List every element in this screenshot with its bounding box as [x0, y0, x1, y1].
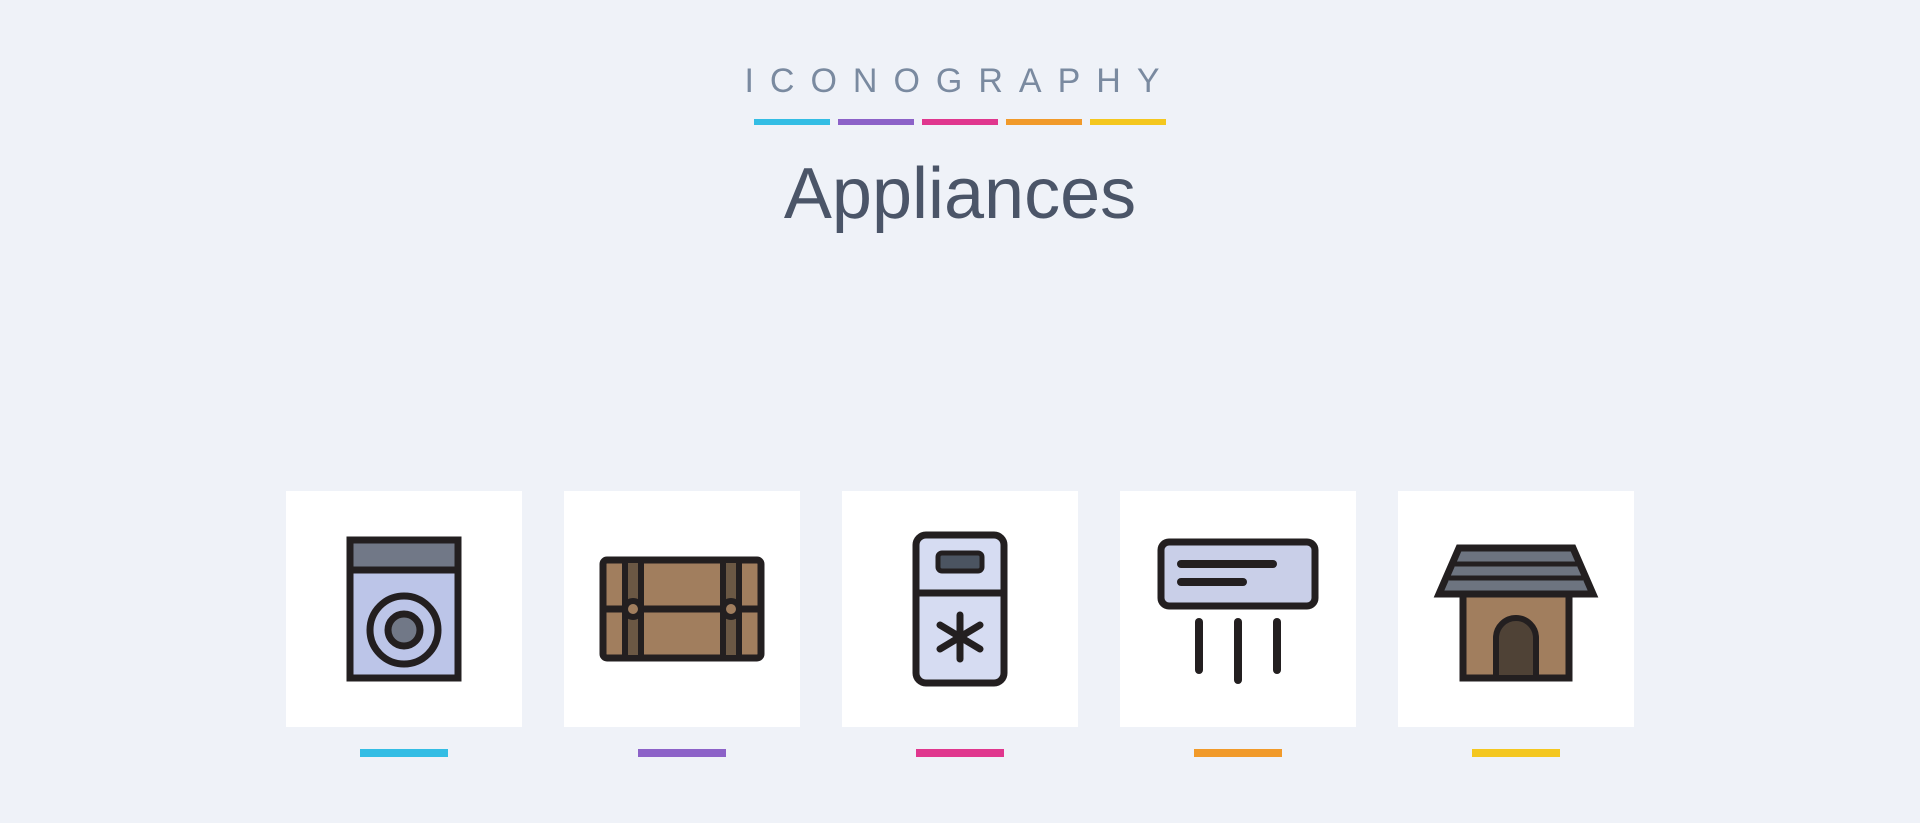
washing-machine-icon — [286, 491, 522, 727]
refrigerator-icon — [842, 491, 1078, 727]
tile-underline — [916, 749, 1004, 757]
air-conditioner-icon — [1120, 491, 1356, 727]
brand-text: ICONOGRAPHY — [0, 62, 1920, 101]
tile-underline — [1472, 749, 1560, 757]
category-title: Appliances — [0, 153, 1920, 235]
house-icon — [1398, 491, 1634, 727]
tile-underline — [360, 749, 448, 757]
accent-underline-row — [0, 119, 1920, 125]
accent-segment — [922, 119, 998, 125]
header: ICONOGRAPHY Appliances — [0, 0, 1920, 235]
icon-tile — [1398, 491, 1634, 757]
accent-segment — [838, 119, 914, 125]
tile-underline — [638, 749, 726, 757]
icon-tile — [842, 491, 1078, 757]
icon-tile — [564, 491, 800, 757]
accent-segment — [1090, 119, 1166, 125]
luggage-icon — [564, 491, 800, 727]
accent-segment — [754, 119, 830, 125]
accent-segment — [1006, 119, 1082, 125]
icon-tile — [1120, 491, 1356, 757]
icon-row — [0, 491, 1920, 757]
icon-tile — [286, 491, 522, 757]
tile-underline — [1194, 749, 1282, 757]
